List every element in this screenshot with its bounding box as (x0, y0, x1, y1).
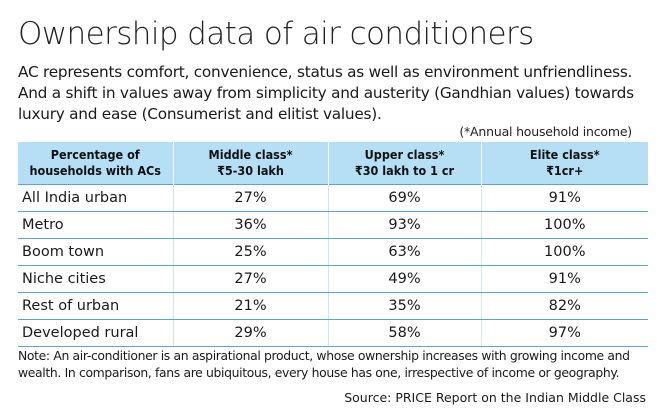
column-header-0: Percentage of households with ACs (18, 142, 174, 185)
column-header-3: Elite class* ₹1cr+ (481, 142, 648, 185)
table-cell: 100% (481, 238, 648, 266)
row-label: Metro (18, 211, 174, 239)
table-cell: 97% (481, 319, 648, 347)
row-label: All India urban (18, 184, 174, 212)
column-header-line: ₹5-30 lakh (217, 163, 284, 178)
column-header-line: ₹1cr+ (546, 163, 584, 178)
column-header-2: Upper class* ₹30 lakh to 1 cr (328, 142, 482, 185)
table-row: Rest of urban 21% 35% 82% (18, 292, 648, 320)
table-row: Boom town 25% 63% 100% (18, 238, 648, 266)
table-body: All India urban 27% 69% 91% Metro 36% 93% 100% B… (18, 184, 648, 347)
row-label: Rest of urban (18, 292, 174, 320)
table-row: All India urban 27% 69% 91% (18, 184, 648, 212)
table-cell: 21% (173, 292, 329, 320)
table-row: Niche cities 27% 49% 91% (18, 265, 648, 293)
table-cell: 35% (328, 292, 482, 320)
table-cell: 36% (173, 211, 329, 239)
table-cell: 27% (173, 265, 329, 293)
table-cell: 49% (328, 265, 482, 293)
column-header-line: ₹30 lakh to 1 cr (354, 163, 455, 178)
intro-text: AC represents comfort, convenience, stat… (18, 63, 634, 123)
column-header-line: Percentage of (50, 147, 140, 162)
table-row: Developed rural 29% 58% 97% (18, 319, 648, 347)
row-label: Developed rural (18, 319, 174, 347)
page-title: Ownership data of air conditioners (18, 16, 534, 52)
table-cell: 69% (328, 184, 482, 212)
table-cell: 91% (481, 265, 648, 293)
income-footnote: (*Annual household income) (459, 124, 632, 139)
column-header-1: Middle class* ₹5-30 lakh (173, 142, 329, 185)
table-cell: 25% (173, 238, 329, 266)
table-row: Metro 36% 93% 100% (18, 211, 648, 239)
note-text: Note: An air-conditioner is an aspiratio… (18, 348, 630, 380)
table-cell: 27% (173, 184, 329, 212)
source-credit: Source: PRICE Report on the Indian Middl… (344, 390, 646, 405)
column-header-line: Middle class* (208, 147, 293, 162)
ownership-table: Percentage of households with ACs Middle c… (18, 142, 648, 347)
header-row: Percentage of households with ACs Middle c… (18, 142, 648, 185)
row-label: Boom town (18, 238, 174, 266)
table-cell: 58% (328, 319, 482, 347)
table-cell: 63% (328, 238, 482, 266)
row-label: Niche cities (18, 265, 174, 293)
table-cell: 91% (481, 184, 648, 212)
column-header-line: Upper class* (364, 147, 445, 162)
table-cell: 100% (481, 211, 648, 239)
table-cell: 29% (173, 319, 329, 347)
table-cell: 82% (481, 292, 648, 320)
table-header: Percentage of households with ACs Middle c… (18, 142, 648, 185)
column-header-line: households with ACs (29, 163, 161, 178)
table-cell: 93% (328, 211, 482, 239)
column-header-line: Elite class* (529, 147, 600, 162)
